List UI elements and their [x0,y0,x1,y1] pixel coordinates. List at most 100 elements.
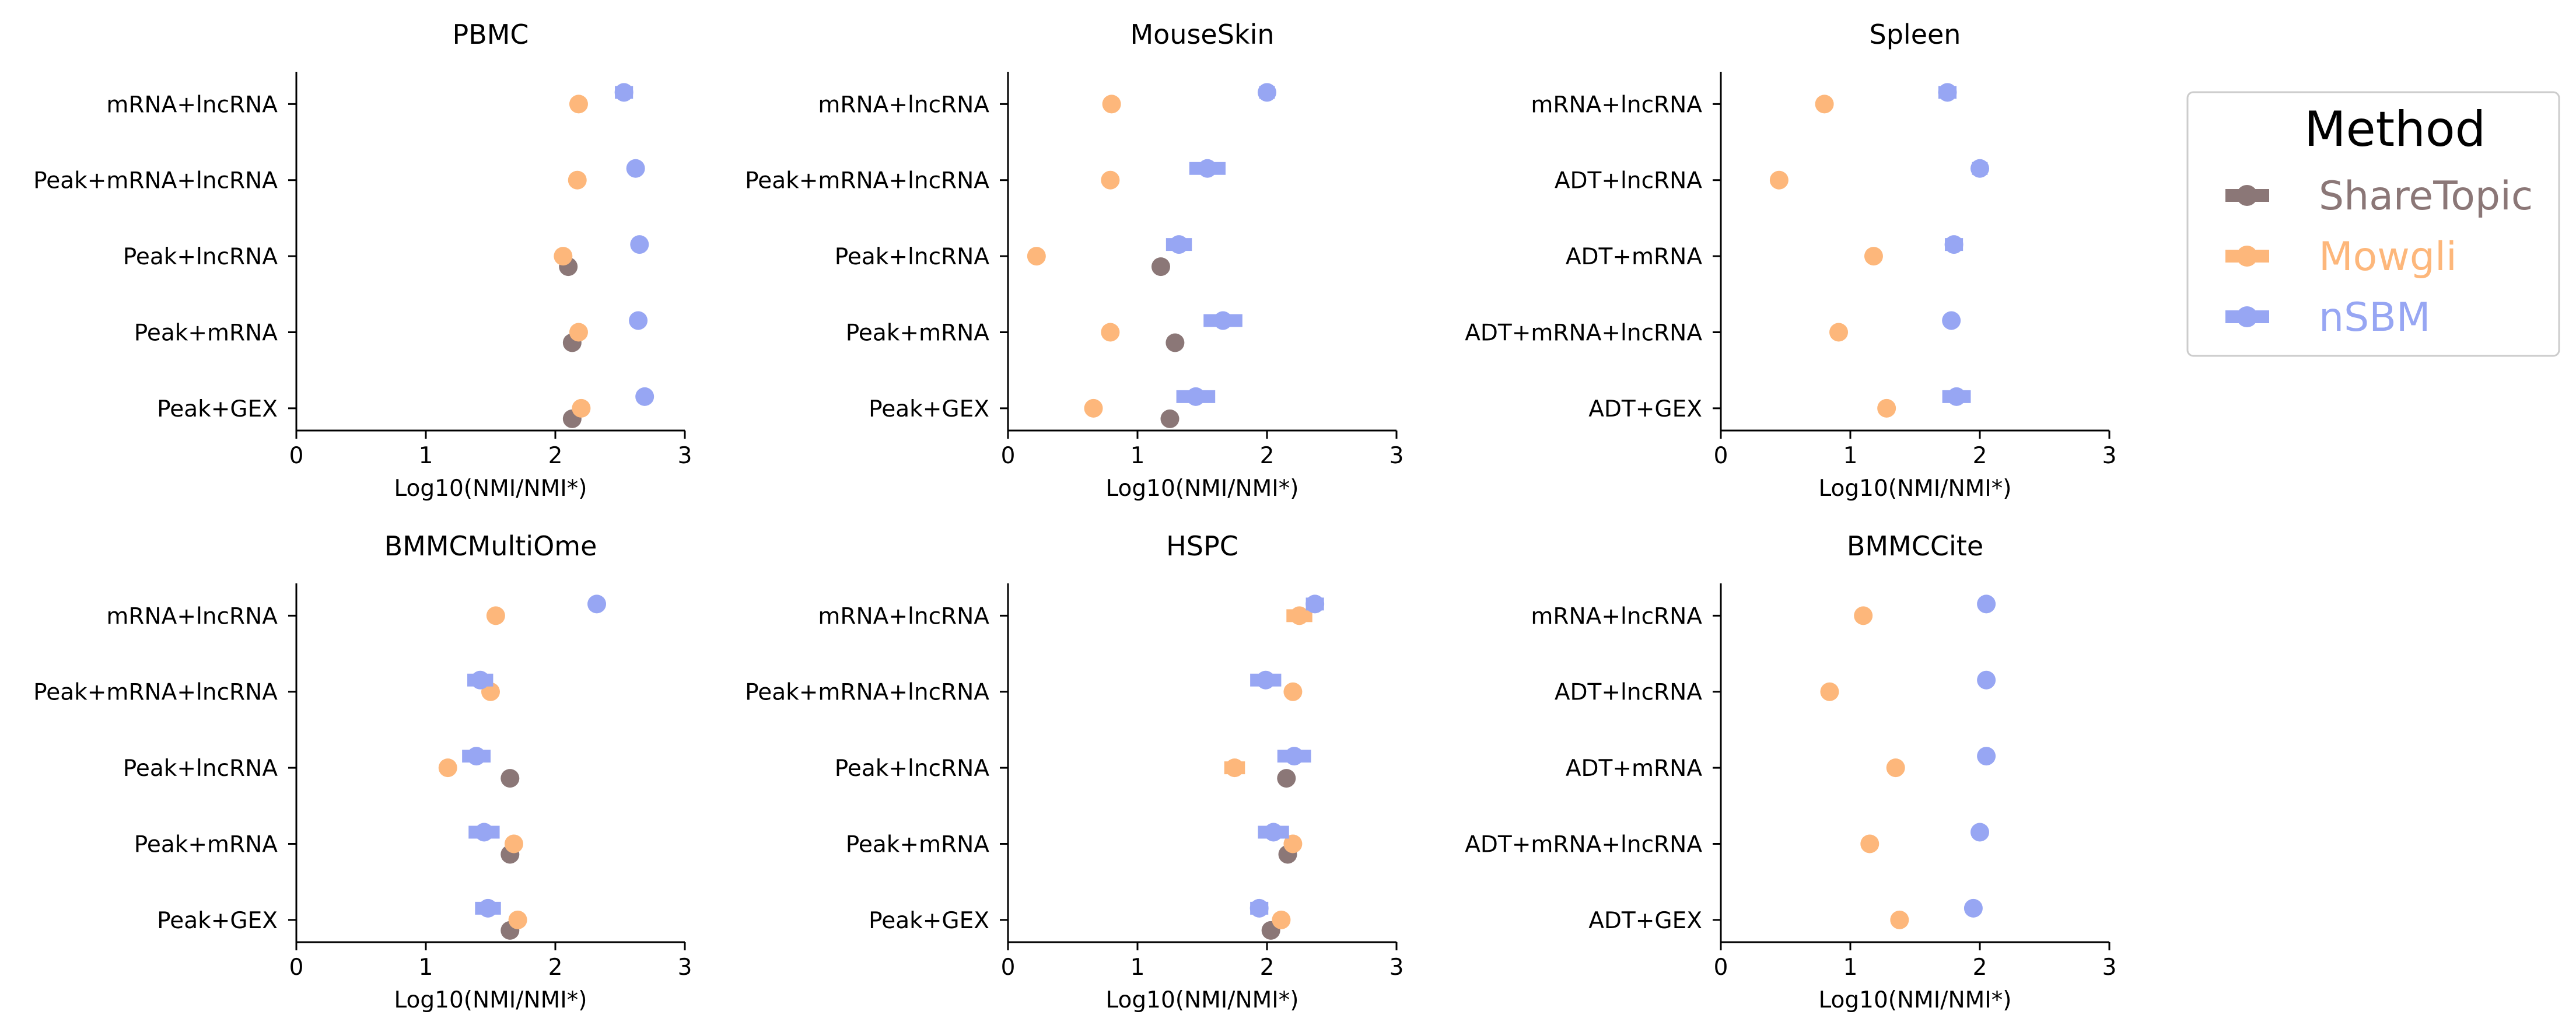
point-nsbm [1942,311,1961,330]
y-tick-label: Peak+mRNA+lncRNA [33,680,278,706]
point-nsbm [478,898,498,918]
panel-spleen: Spleen 0 1 2 3 Log10(NMI/NMI*) mRNA+lncRNA ADT+… [1465,19,2116,502]
y-tick-label: mRNA+lncRNA [818,92,989,118]
point-mowgli [1272,910,1291,929]
point-nsbm [1170,235,1189,254]
y-tick-label: ADT+lncRNA [1555,680,1702,706]
y-tick-label: ADT+mRNA [1566,755,1702,782]
x-axis-label: Log10(NMI/NMI*) [1105,987,1298,1013]
y-tick-label: ADT+mRNA [1566,244,1702,270]
point-sharetopic [1166,333,1185,352]
panel-title: MouseSkin [1130,19,1274,50]
panel-hspc: HSPC 0 1 2 3 Log10(NMI/NMI*) mRNA+lncRNA Peak+m… [745,530,1404,1013]
point-mowgli [572,398,591,418]
panel-mouseskin: MouseSkin 0 1 2 3 Log10(NMI/NMI*) mRNA+lncRNA P… [745,19,1404,502]
point-mowgli [1225,758,1244,778]
point-mowgli [1854,606,1873,625]
y-tick-label: Peak+mRNA+lncRNA [745,680,989,706]
panels-group: PBMC 0 1 2 3 Log10(NMI/NMI*) mRNA+lncRNA Peak+m… [33,19,2116,1013]
point-mowgli [568,170,587,190]
panel-title: BMMCCite [1847,530,1983,562]
point-nsbm [587,594,607,614]
x-tick-label: 3 [2102,443,2117,469]
y-tick-label: ADT+mRNA+lncRNA [1465,831,1702,858]
y-tick-label: Peak+GEX [869,908,989,934]
x-axis-label: Log10(NMI/NMI*) [394,987,587,1013]
legend-label: Mowgli [2319,234,2457,280]
x-axis-label: Log10(NMI/NMI*) [1818,475,2011,502]
x-tick-label: 2 [1260,954,1275,981]
point-nsbm [1284,747,1304,766]
x-tick-label: 0 [1001,954,1016,981]
point-nsbm [630,235,649,254]
point-sharetopic [501,769,520,788]
x-tick-label: 3 [678,954,692,981]
x-tick-label: 2 [1973,954,1987,981]
panel-title: HSPC [1166,530,1238,562]
point-mowgli [1829,323,1849,342]
x-tick-label: 1 [1843,443,1858,469]
x-axis-label: Log10(NMI/NMI*) [1818,987,2011,1013]
point-nsbm [467,747,486,766]
y-tick-label: Peak+lncRNA [123,244,278,270]
y-tick-label: mRNA+lncRNA [106,603,278,629]
point-nsbm [474,823,494,842]
point-nsbm [471,670,490,690]
y-tick-label: Peak+mRNA+lncRNA [745,168,989,194]
panel-pbmc: PBMC 0 1 2 3 Log10(NMI/NMI*) mRNA+lncRNA Peak+m… [33,19,692,502]
x-tick-label: 0 [1714,443,1728,469]
point-mowgli [1886,758,1905,778]
x-tick-label: 0 [1001,443,1016,469]
x-tick-label: 2 [548,954,563,981]
point-mowgli [1101,170,1120,190]
point-nsbm [1977,594,1996,614]
y-tick-label: mRNA+lncRNA [818,603,989,629]
point-mowgli [1283,834,1303,853]
y-tick-label: Peak+GEX [869,396,989,422]
y-tick-label: ADT+GEX [1588,908,1702,934]
point-mowgli [1283,682,1303,701]
x-tick-label: 0 [289,954,304,981]
y-tick-label: mRNA+lncRNA [106,92,278,118]
y-tick-label: ADT+GEX [1588,396,1702,422]
point-sharetopic [1277,769,1296,788]
x-tick-label: 0 [289,443,304,469]
x-tick-label: 2 [1260,443,1275,469]
point-nsbm [1944,235,1964,254]
point-nsbm [614,83,634,102]
point-nsbm [1977,670,1996,690]
point-mowgli [1101,323,1120,342]
legend-swatch-dot [2236,185,2258,206]
y-tick-label: Peak+lncRNA [835,755,990,782]
y-tick-label: mRNA+lncRNA [1531,92,1702,118]
point-nsbm [1186,387,1205,406]
point-mowgli [554,247,573,266]
point-nsbm [1971,823,1989,842]
point-nsbm [1947,387,1966,406]
legend: Method ShareTopic Mowgli nSBM [2186,91,2560,357]
x-tick-label: 3 [1390,443,1404,469]
x-tick-label: 1 [1130,443,1145,469]
point-nsbm [1971,159,1989,178]
panel-title: BMMCMultiOme [384,530,597,562]
x-tick-label: 3 [678,443,692,469]
y-tick-label: ADT+lncRNA [1555,168,1702,194]
point-nsbm [1938,83,1957,102]
y-tick-label: Peak+lncRNA [123,755,278,782]
legend-swatch-dot [2236,246,2258,267]
panel-bmmccite: BMMCCite 0 1 2 3 Log10(NMI/NMI*) mRNA+lncRNA AD… [1465,530,2116,1013]
legend-frame [2186,91,2560,357]
point-nsbm [1306,594,1325,614]
point-sharetopic [1160,409,1180,428]
y-tick-label: Peak+mRNA [134,831,278,858]
x-tick-label: 0 [1714,954,1728,981]
point-mowgli [1290,606,1309,625]
point-mowgli [486,606,505,625]
x-tick-label: 1 [419,954,433,981]
x-tick-label: 1 [1843,954,1858,981]
point-nsbm [1258,83,1276,102]
point-nsbm [635,387,654,406]
point-mowgli [504,834,523,853]
legend-label: ShareTopic [2319,173,2533,219]
point-mowgli [1890,910,1909,929]
